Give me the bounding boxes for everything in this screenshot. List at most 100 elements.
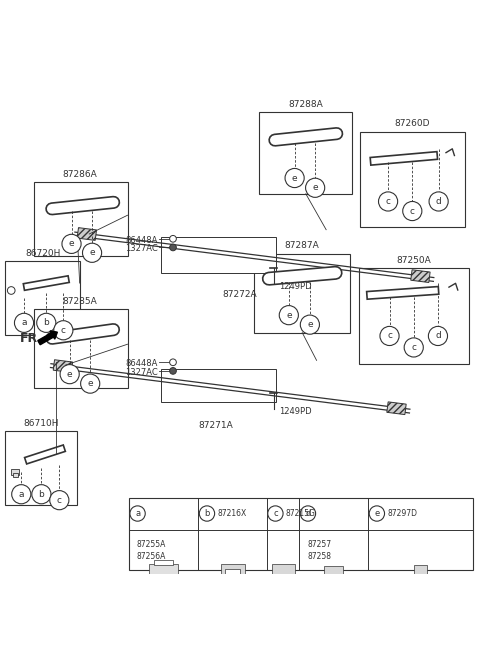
Polygon shape	[370, 151, 438, 165]
Text: e: e	[89, 249, 95, 257]
Polygon shape	[263, 267, 342, 285]
Text: 87272A: 87272A	[223, 290, 257, 299]
Bar	[324, 566, 343, 578]
Bar	[414, 565, 427, 581]
Text: c: c	[61, 326, 66, 335]
Text: 87250A: 87250A	[396, 256, 431, 265]
Polygon shape	[77, 228, 96, 241]
Text: e: e	[307, 320, 312, 329]
Text: 86720H: 86720H	[25, 249, 60, 258]
Text: e: e	[69, 239, 74, 249]
Text: 1249PD: 1249PD	[279, 407, 312, 416]
Bar	[161, 237, 276, 273]
Circle shape	[54, 321, 73, 340]
Circle shape	[81, 374, 100, 393]
Text: 87286A: 87286A	[62, 170, 97, 179]
Bar	[34, 182, 128, 256]
Polygon shape	[46, 324, 119, 344]
Text: e: e	[286, 311, 292, 320]
Bar	[360, 131, 465, 227]
Bar	[161, 369, 276, 402]
Text: c: c	[387, 332, 392, 340]
Text: c: c	[385, 197, 391, 206]
Text: c: c	[411, 343, 416, 352]
Text: a: a	[19, 490, 24, 498]
Text: FR.: FR.	[20, 332, 43, 345]
Text: 87255A
87256A: 87255A 87256A	[137, 540, 166, 561]
Text: d: d	[435, 332, 441, 340]
Circle shape	[169, 359, 176, 366]
Text: a: a	[21, 318, 27, 328]
FancyArrow shape	[38, 331, 58, 345]
Circle shape	[83, 243, 102, 263]
Bar	[226, 570, 240, 577]
Text: 1327AC: 1327AC	[125, 368, 157, 377]
Circle shape	[60, 364, 79, 384]
Text: 87285A: 87285A	[62, 297, 97, 306]
Circle shape	[300, 315, 320, 334]
Bar	[359, 268, 469, 364]
Text: c: c	[57, 496, 62, 505]
Circle shape	[169, 244, 176, 251]
Text: d: d	[436, 197, 442, 206]
Text: c: c	[273, 509, 278, 518]
Polygon shape	[24, 445, 65, 464]
Text: a: a	[135, 509, 140, 518]
Bar	[272, 565, 295, 579]
Circle shape	[306, 178, 324, 198]
Circle shape	[369, 506, 384, 521]
Circle shape	[62, 234, 81, 253]
Polygon shape	[53, 360, 72, 373]
Circle shape	[130, 506, 145, 521]
Text: 87216X: 87216X	[217, 509, 247, 518]
Bar	[154, 559, 173, 565]
Polygon shape	[46, 196, 120, 214]
Text: 1249PD: 1249PD	[279, 281, 312, 291]
Circle shape	[169, 368, 176, 375]
Circle shape	[429, 192, 448, 211]
Circle shape	[50, 490, 69, 510]
Circle shape	[279, 306, 299, 325]
Polygon shape	[24, 276, 69, 290]
Circle shape	[14, 314, 34, 332]
Circle shape	[32, 484, 51, 504]
Text: 86448A: 86448A	[125, 359, 157, 368]
Circle shape	[428, 326, 447, 346]
Text: 1327AC: 1327AC	[125, 245, 157, 253]
Circle shape	[7, 287, 15, 294]
Circle shape	[285, 168, 304, 188]
Bar	[11, 469, 19, 475]
Circle shape	[199, 506, 215, 521]
Bar	[34, 309, 128, 388]
Bar	[129, 498, 473, 570]
Bar	[259, 113, 352, 194]
Text: 87271A: 87271A	[199, 421, 233, 430]
Text: b: b	[43, 318, 49, 328]
Bar	[13, 473, 18, 477]
Bar	[221, 565, 244, 579]
Circle shape	[169, 235, 176, 242]
Polygon shape	[411, 270, 430, 283]
Text: c: c	[410, 206, 415, 216]
Text: e: e	[374, 509, 380, 518]
Circle shape	[380, 326, 399, 346]
Polygon shape	[269, 128, 342, 146]
Text: 86448A: 86448A	[125, 236, 157, 245]
Circle shape	[300, 506, 316, 521]
Circle shape	[12, 484, 31, 504]
Polygon shape	[387, 402, 406, 415]
Bar	[149, 563, 178, 577]
Text: 87297D: 87297D	[387, 509, 418, 518]
Text: e: e	[87, 379, 93, 388]
Bar	[5, 261, 80, 335]
Text: e: e	[67, 370, 72, 379]
Text: 87215G: 87215G	[286, 509, 316, 518]
Polygon shape	[367, 287, 439, 299]
Circle shape	[379, 192, 397, 211]
Text: 86710H: 86710H	[24, 419, 59, 427]
Circle shape	[268, 506, 283, 521]
Text: 87260D: 87260D	[395, 119, 430, 129]
Text: e: e	[312, 184, 318, 192]
Text: 87287A: 87287A	[285, 241, 320, 251]
Circle shape	[404, 338, 423, 357]
